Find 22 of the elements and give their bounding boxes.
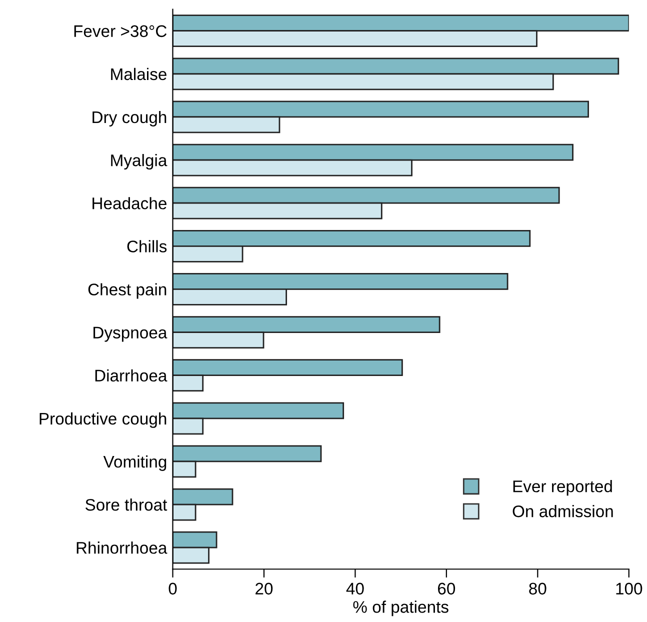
y-tick-label: Myalgia <box>111 154 168 170</box>
legend-label: On admission <box>512 505 613 518</box>
x-tick-label: 60 <box>438 582 456 595</box>
y-tick-label: Productive cough <box>40 412 166 428</box>
y-tick-label: Fever >38°C <box>74 25 167 38</box>
legend-label: Ever reported <box>513 480 612 496</box>
y-tick-label: Diarrhoea <box>95 369 168 382</box>
x-tick-label: 80 <box>529 582 546 595</box>
x-tick-label: 100 <box>616 582 642 595</box>
x-tick-label: 40 <box>346 582 364 595</box>
y-tick-label: Headache <box>92 197 166 210</box>
y-tick-label: Dyspnoea <box>94 326 168 342</box>
y-tick-label: Sore throat <box>86 498 168 511</box>
y-tick-label: Rhinorrhoea <box>76 542 168 554</box>
y-tick-label: Chest pain <box>88 283 166 299</box>
y-tick-label: Vomiting <box>103 455 166 471</box>
x-tick-label: 0 <box>168 582 177 595</box>
x-axis-title: % of patients <box>353 600 448 616</box>
y-tick-label: Malaise <box>111 68 166 80</box>
y-tick-label: Dry cough <box>92 110 166 126</box>
x-tick-label: 20 <box>256 582 273 595</box>
y-tick-label: Chills <box>127 240 167 252</box>
